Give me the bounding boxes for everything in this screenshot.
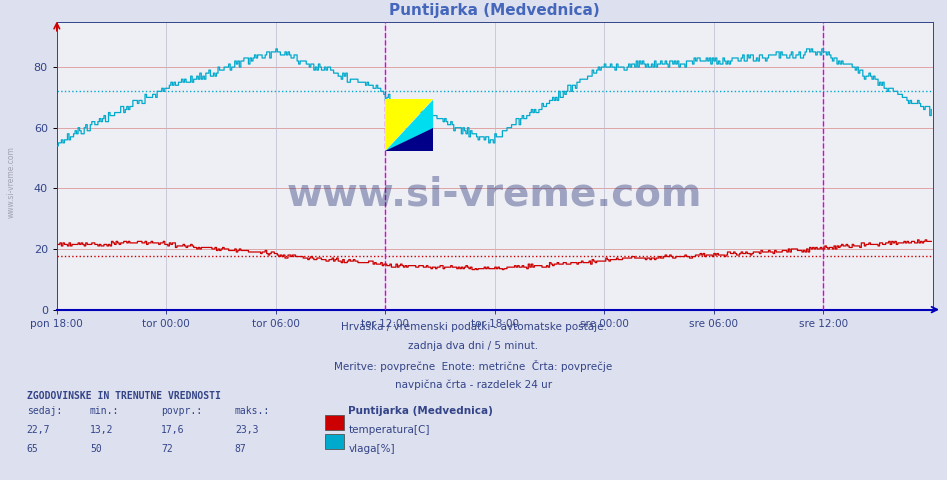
Text: Puntijarka (Medvednica): Puntijarka (Medvednica) <box>348 406 493 416</box>
Text: 13,2: 13,2 <box>90 425 114 435</box>
Text: zadnja dva dni / 5 minut.: zadnja dva dni / 5 minut. <box>408 341 539 351</box>
Text: 87: 87 <box>235 444 246 454</box>
Text: Meritve: povprečne  Enote: metrične  Črta: povprečje: Meritve: povprečne Enote: metrične Črta:… <box>334 360 613 372</box>
Text: 50: 50 <box>90 444 101 454</box>
Text: sedaj:: sedaj: <box>27 406 62 416</box>
Text: maks.:: maks.: <box>235 406 270 416</box>
Title: Puntijarka (Medvednica): Puntijarka (Medvednica) <box>389 3 600 18</box>
Text: 22,7: 22,7 <box>27 425 50 435</box>
Text: Hrvaška / vremenski podatki - avtomatske postaje.: Hrvaška / vremenski podatki - avtomatske… <box>341 322 606 332</box>
Text: min.:: min.: <box>90 406 119 416</box>
Text: povpr.:: povpr.: <box>161 406 202 416</box>
Text: 23,3: 23,3 <box>235 425 259 435</box>
Text: 17,6: 17,6 <box>161 425 185 435</box>
Text: 72: 72 <box>161 444 172 454</box>
Text: vlaga[%]: vlaga[%] <box>348 444 395 454</box>
Text: www.si-vreme.com: www.si-vreme.com <box>287 175 703 214</box>
Text: ZGODOVINSKE IN TRENUTNE VREDNOSTI: ZGODOVINSKE IN TRENUTNE VREDNOSTI <box>27 391 221 401</box>
Text: www.si-vreme.com: www.si-vreme.com <box>7 146 16 218</box>
Text: temperatura[C]: temperatura[C] <box>348 425 430 435</box>
Polygon shape <box>385 128 434 151</box>
Polygon shape <box>385 99 434 151</box>
Text: 65: 65 <box>27 444 38 454</box>
Text: navpična črta - razdelek 24 ur: navpična črta - razdelek 24 ur <box>395 379 552 390</box>
Polygon shape <box>385 99 434 151</box>
